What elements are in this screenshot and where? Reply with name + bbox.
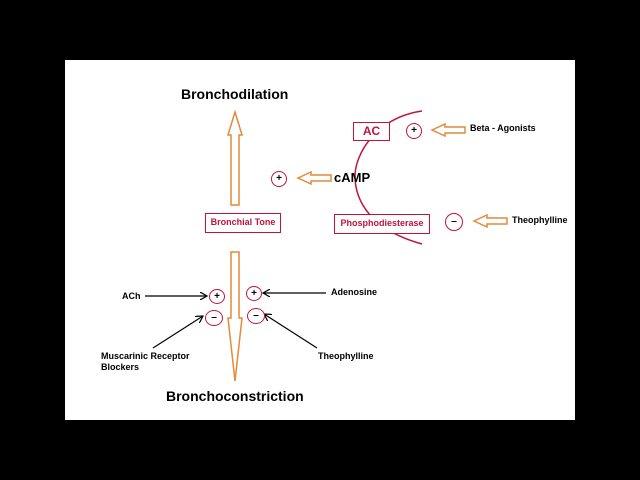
adenosine-label: Adenosine [331, 287, 378, 297]
theophylline-pde-arrow [472, 213, 508, 229]
down-hollow-arrow [227, 251, 243, 382]
ach-plus-sign: + [209, 289, 225, 304]
beta-agonists-label: Beta - Agonists [470, 123, 536, 133]
theophylline-lower-arrow [264, 314, 318, 349]
phosphodiesterase-box: Phosphodiesterase [334, 214, 430, 234]
camp-plus-sign: + [271, 171, 287, 187]
theophylline-lower-minus-sign: – [247, 308, 265, 324]
slide: Bronchodilation Bronchoconstriction Bron… [65, 60, 575, 420]
muscarinic-arrow [152, 316, 203, 349]
adenosine-plus-sign: + [246, 286, 262, 301]
muscarinic-label-line1: Muscarinic Receptor [101, 351, 190, 361]
camp-label: cAMP [334, 170, 371, 185]
bronchial-tone-box: Bronchial Tone [205, 213, 281, 233]
bronchoconstriction-label: Bronchoconstriction [166, 388, 304, 404]
up-hollow-arrow [226, 109, 244, 206]
diagram-graphics [145, 109, 508, 382]
camp-arrow [296, 170, 332, 186]
theophylline-pde-label: Theophylline [512, 215, 568, 225]
beta-agonist-arrow [430, 122, 466, 138]
ach-label: ACh [122, 291, 141, 301]
muscarinic-label-line2: Blockers [101, 362, 140, 372]
ac-plus-sign: + [406, 123, 422, 139]
muscarinic-minus-sign: – [205, 310, 223, 326]
bronchodilation-label: Bronchodilation [181, 86, 289, 102]
theophylline-lower-label: Theophylline [318, 351, 374, 361]
pde-minus-sign: – [445, 213, 463, 231]
ac-box: AC [353, 122, 390, 141]
